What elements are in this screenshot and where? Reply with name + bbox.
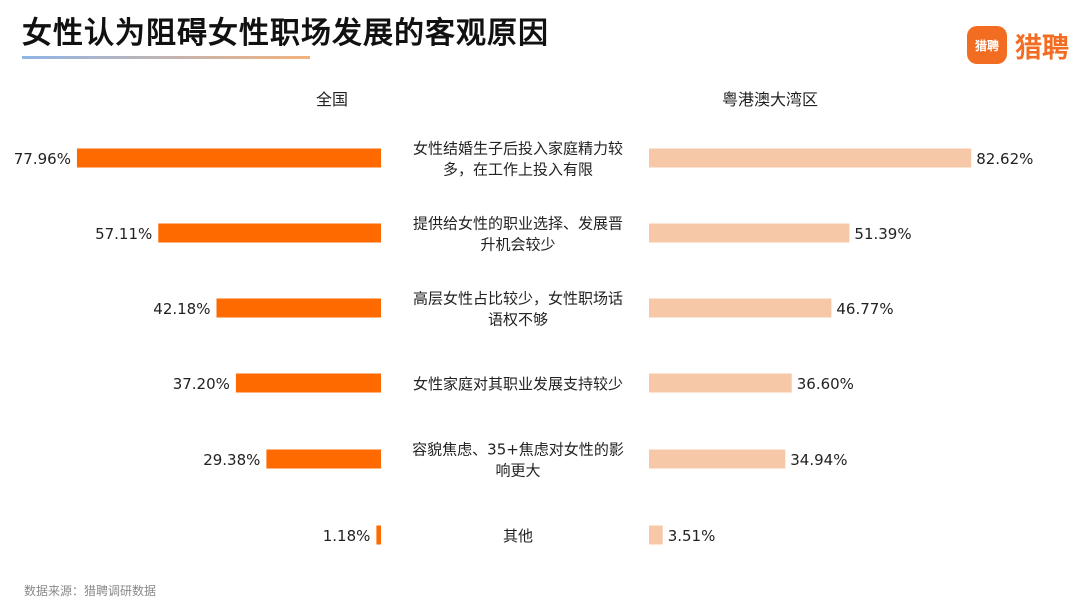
bar-national-1 <box>158 223 381 243</box>
category-label-4-line-0: 容貌焦虑、35+焦虑对女性的影 <box>412 441 624 459</box>
value-label-gba-0: 82.62% <box>976 150 1033 168</box>
category-label-0-line-0: 女性结婚生子后投入家庭精力较 <box>413 140 623 158</box>
bar-national-3 <box>235 373 381 393</box>
logo-badge-icon: 猎聘 <box>967 26 1007 64</box>
value-label-national-4: 29.38% <box>203 451 260 469</box>
bar-national-5 <box>376 525 381 545</box>
chart-title: 女性认为阻碍女性职场发展的客观原因 <box>22 16 549 51</box>
series-label-gba: 粤港澳大湾区 <box>722 90 819 109</box>
category-label-3-line-0: 女性家庭对其职业发展支持较少 <box>413 375 623 393</box>
logo-text: 猎聘 <box>1015 32 1069 64</box>
category-label-1-line-0: 提供给女性的职业选择、发展晋 <box>413 215 623 233</box>
value-label-national-1: 57.11% <box>95 225 152 243</box>
title-underline <box>22 56 310 59</box>
bar-gba-2 <box>649 298 832 318</box>
value-label-gba-2: 46.77% <box>836 300 893 318</box>
bar-gba-0 <box>649 148 972 168</box>
category-label-1-line-1: 升机会较少 <box>480 236 555 254</box>
bar-gba-5 <box>649 525 663 545</box>
bar-national-2 <box>216 298 381 318</box>
value-label-national-0: 77.96% <box>14 150 71 168</box>
value-label-national-5: 1.18% <box>323 527 371 545</box>
value-label-gba-3: 36.60% <box>797 375 854 393</box>
value-label-national-2: 42.18% <box>153 300 210 318</box>
bar-gba-1 <box>649 223 850 243</box>
category-label-4-line-1: 响更大 <box>495 462 540 480</box>
bar-gba-3 <box>649 373 792 393</box>
data-source-note: 数据来源：猎聘调研数据 <box>24 584 157 598</box>
bar-national-4 <box>266 449 381 469</box>
value-label-national-3: 37.20% <box>173 375 230 393</box>
bar-national-0 <box>76 148 382 168</box>
value-label-gba-5: 3.51% <box>668 527 716 545</box>
category-label-2-line-0: 高层女性占比较少，女性职场话 <box>413 290 623 308</box>
category-label-2-line-1: 语权不够 <box>488 311 548 329</box>
value-label-gba-4: 34.94% <box>790 451 847 469</box>
category-label-0-line-1: 多，在工作上投入有限 <box>443 161 593 179</box>
series-label-national: 全国 <box>316 90 349 109</box>
category-label-5-line-0: 其他 <box>503 527 533 545</box>
bar-gba-4 <box>649 449 786 469</box>
value-label-gba-1: 51.39% <box>854 225 911 243</box>
brand-logo: 猎聘 猎聘 <box>967 24 1069 66</box>
